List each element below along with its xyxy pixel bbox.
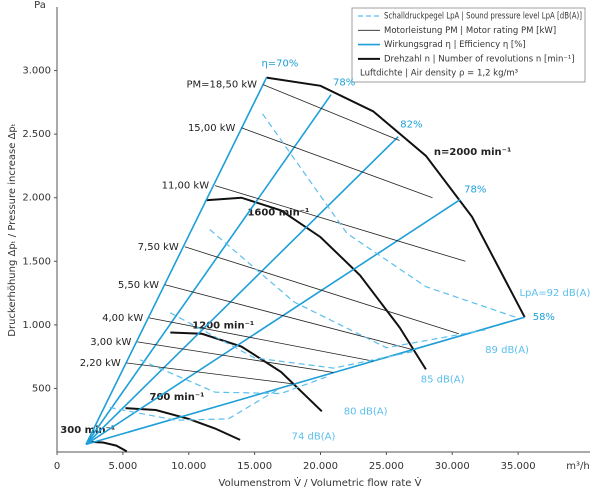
curve bbox=[184, 246, 459, 335]
x-axis-title: Volumenstrom V̇ / Volumetric flow rate V… bbox=[219, 476, 422, 489]
legend-box bbox=[351, 7, 586, 83]
curve-label: LpA=92 dB(A) bbox=[519, 288, 590, 299]
curve bbox=[125, 407, 241, 441]
curve bbox=[262, 113, 516, 318]
x-unit: m³/h bbox=[566, 461, 589, 472]
curve bbox=[109, 387, 281, 421]
legend-label: Schalldruckpegel LpA | Sound pressure le… bbox=[384, 12, 582, 22]
curve bbox=[85, 316, 525, 446]
curve bbox=[241, 127, 433, 199]
y-unit: Pa bbox=[34, 0, 46, 11]
x-tick-label: 10.000 bbox=[171, 461, 206, 472]
x-tick-label: 15.000 bbox=[237, 461, 272, 472]
curve-label: 1200 min⁻¹ bbox=[192, 320, 254, 331]
y-tick-label: 1.500 bbox=[22, 256, 51, 267]
y-tick-label: 3.000 bbox=[22, 66, 51, 77]
curve bbox=[170, 312, 413, 369]
legend-label: Wirkungsgrad η | Efficiency η [%] bbox=[384, 40, 526, 50]
y-axis-title: Druckerhöhung Δpₜ / Pressure increase Δp… bbox=[7, 123, 18, 336]
curve bbox=[266, 76, 526, 318]
curve-label: 74 dB(A) bbox=[292, 431, 336, 442]
curve bbox=[85, 77, 268, 445]
curve bbox=[139, 359, 330, 395]
curve bbox=[164, 284, 413, 350]
curve bbox=[170, 331, 323, 413]
legend: Schalldruckpegel LpA | Sound pressure le… bbox=[358, 12, 582, 79]
curve-label: 5,50 kW bbox=[118, 280, 159, 291]
curve bbox=[262, 84, 400, 141]
curve bbox=[209, 229, 486, 349]
x-tick-label: 30.000 bbox=[435, 461, 470, 472]
curve-label: 82% bbox=[400, 120, 422, 131]
curve-label: 78% bbox=[464, 185, 486, 196]
curve bbox=[85, 136, 399, 445]
curve bbox=[149, 317, 374, 362]
curve-label: 15,00 kW bbox=[188, 123, 236, 134]
x-tick-label: 25.000 bbox=[369, 461, 404, 472]
curve bbox=[126, 362, 295, 385]
curve-label: 11,00 kW bbox=[162, 181, 210, 192]
curve-label: 89 dB(A) bbox=[485, 345, 529, 356]
curve-label: 1600 min⁻¹ bbox=[247, 208, 309, 219]
x-tick-label: 35.000 bbox=[501, 461, 536, 472]
legend-label: Luftdichte | Air density ρ = 1,2 kg/m³ bbox=[360, 69, 518, 79]
curve-label: 7,50 kW bbox=[138, 242, 179, 253]
x-tick-label: 5.000 bbox=[109, 461, 138, 472]
x-tick-label: 0 bbox=[54, 461, 60, 472]
curve-label: n=2000 min⁻¹ bbox=[434, 147, 511, 158]
curve bbox=[137, 341, 334, 373]
x-tick-label: 20.000 bbox=[303, 461, 338, 472]
curve-label: 4,00 kW bbox=[102, 313, 143, 324]
curve-label: PM=18,50 kW bbox=[187, 80, 258, 91]
y-tick-label: 2.000 bbox=[22, 193, 51, 204]
y-tick-label: 500 bbox=[32, 383, 51, 394]
legend-label: Motorleistung PM | Motor rating PM [kW] bbox=[384, 26, 556, 36]
y-tick-label: 2.500 bbox=[22, 129, 51, 140]
curve bbox=[85, 94, 332, 445]
curve bbox=[205, 196, 427, 370]
y-tick-label: 1.000 bbox=[22, 320, 51, 331]
curve-label: 300 min⁻¹ bbox=[60, 425, 115, 436]
curve-label: 78% bbox=[333, 78, 355, 89]
curve-label: 2,20 kW bbox=[80, 358, 121, 369]
curve bbox=[85, 198, 461, 446]
curve-label: 700 min⁻¹ bbox=[150, 392, 205, 403]
curve bbox=[87, 440, 128, 453]
curve-label: 85 dB(A) bbox=[421, 375, 465, 386]
curve-label: 58% bbox=[533, 312, 555, 323]
curve-label: η=70% bbox=[261, 59, 298, 70]
legend-label: Drehzahl n | Number of revolutions n [mi… bbox=[384, 54, 575, 64]
curve-label: 3,00 kW bbox=[90, 337, 131, 348]
curve-label: 80 dB(A) bbox=[344, 407, 388, 418]
